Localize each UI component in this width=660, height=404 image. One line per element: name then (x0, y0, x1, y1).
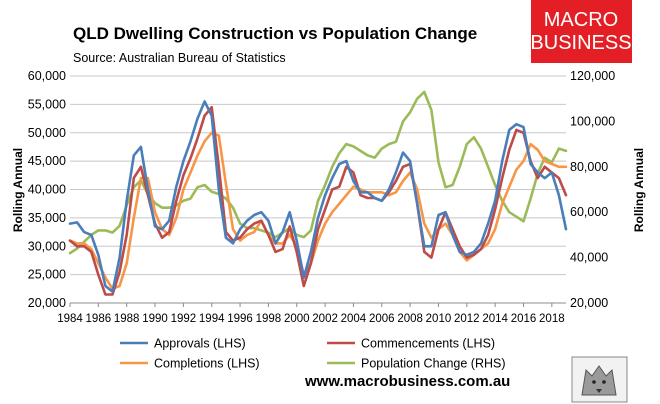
x-tick-label: 2004 (341, 313, 367, 325)
legend-label: Commencements (LHS) (361, 337, 495, 351)
y-tick-right-label: 40,000 (570, 251, 608, 265)
x-tick-label: 2000 (284, 313, 310, 325)
x-tick-label: 1998 (256, 313, 282, 325)
y-tick-left-label: 45,000 (28, 154, 66, 168)
y-tick-left-label: 60,000 (28, 69, 66, 83)
y-tick-left-label: 30,000 (28, 239, 66, 253)
y-axis-right-label: Rolling Annual (632, 148, 646, 232)
x-axis-ticks: 1984 1986 1988 1990 1992 1994 1996 1998 2000 2002… (57, 302, 566, 325)
brand-logo: MACRO BUSINESS (530, 0, 632, 63)
legend-label: Population Change (RHS) (361, 357, 506, 371)
legend-label: Approvals (LHS) (154, 337, 246, 351)
legend: Approvals (LHS) Commencements (LHS) Comple… (120, 337, 506, 371)
y-tick-left-label: 25,000 (28, 268, 66, 282)
x-tick-label: 1994 (199, 313, 225, 325)
x-tick-label: 1992 (171, 313, 197, 325)
chart-title: QLD Dwelling Construction vs Population … (73, 24, 477, 43)
x-tick-label: 1984 (57, 313, 83, 325)
legend-label: Completions (LHS) (154, 357, 260, 371)
y-tick-left-label: 35,000 (28, 211, 66, 225)
x-tick-label: 2014 (482, 313, 508, 325)
series-lines (68, 90, 568, 296)
y-tick-left-label: 40,000 (28, 183, 66, 197)
y-tick-left-label: 55,000 (28, 97, 66, 111)
x-tick-label: 2012 (454, 313, 480, 325)
logo-background (531, 0, 632, 63)
series-line-0 (68, 100, 568, 293)
x-tick-label: 2008 (397, 313, 423, 325)
x-tick-label: 2010 (426, 313, 452, 325)
y-tick-right-label: 120,000 (570, 69, 615, 83)
x-tick-label: 1988 (114, 313, 140, 325)
x-tick-label: 2016 (511, 313, 537, 325)
y-tick-right-label: 60,000 (570, 205, 608, 219)
y-tick-right-label: 100,000 (570, 114, 615, 128)
x-tick-label: 1996 (227, 313, 253, 325)
logo-line2: BUSINESS (530, 32, 631, 54)
y-axis-right-ticks: 20,000 40,000 60,000 80,000 100,000 120,000 (570, 69, 615, 310)
y-axis-left-ticks: 20,000 25,000 30,000 35,000 40,000 45,000 50,0… (28, 69, 66, 310)
x-tick-label: 1986 (86, 313, 112, 325)
source-url: www.macrobusiness.com.au (304, 373, 510, 390)
y-tick-right-label: 80,000 (570, 160, 608, 174)
y-tick-left-label: 50,000 (28, 126, 66, 140)
x-tick-label: 2018 (539, 313, 565, 325)
wolf-icon (571, 356, 628, 403)
y-tick-left-label: 20,000 (28, 296, 66, 310)
chart-subtitle: Source: Australian Bureau of Statistics (73, 51, 286, 65)
logo-line1: MACRO (544, 9, 618, 31)
x-tick-label: 2002 (312, 313, 338, 325)
y-tick-right-label: 20,000 (570, 296, 608, 310)
x-tick-label: 1990 (142, 313, 168, 325)
x-tick-label: 2006 (369, 313, 395, 325)
y-axis-left-label: Rolling Annual (11, 148, 25, 232)
